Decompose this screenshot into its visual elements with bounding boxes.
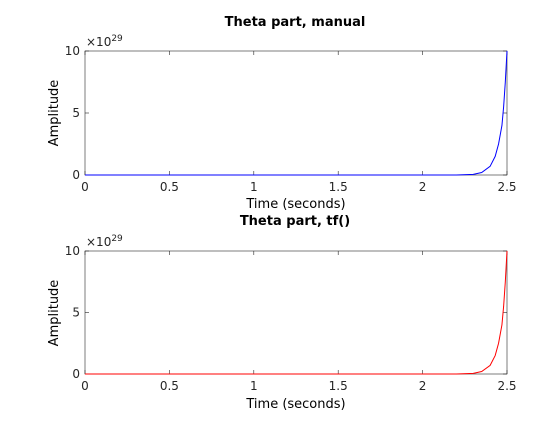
x-axis-label: Time (seconds) xyxy=(245,397,345,412)
y-tick-label: 5 xyxy=(72,306,80,320)
x-axis-label: Time (seconds) xyxy=(245,197,345,212)
x-tick-label: 0.5 xyxy=(160,379,179,393)
x-tick-label: 0 xyxy=(81,379,89,393)
exponent-base: ×10 xyxy=(86,235,111,249)
y-tick-label: 0 xyxy=(72,168,80,182)
y-axis-label: Amplitude xyxy=(47,80,62,147)
x-tick-label: 1.5 xyxy=(329,180,348,194)
y-ticks: 0 5 10 xyxy=(65,44,507,182)
series-line xyxy=(85,250,508,375)
x-ticks: 0 0.5 1 1.5 2 2.5 xyxy=(81,51,517,194)
subplot-title: Theta part, manual xyxy=(225,15,366,30)
y-tick-label: 5 xyxy=(72,106,80,120)
series-group xyxy=(85,50,508,176)
x-tick-label: 2.5 xyxy=(497,379,516,393)
exponent-label: ×1029 xyxy=(86,234,123,249)
x-ticks: 0 0.5 1 1.5 2 2.5 xyxy=(81,251,517,393)
x-tick-label: 0.5 xyxy=(160,180,179,194)
axes-box xyxy=(84,50,508,176)
x-tick-label: 2 xyxy=(419,379,427,393)
x-tick-label: 0 xyxy=(81,180,89,194)
y-tick-label: 10 xyxy=(65,244,80,258)
exponent-power: 29 xyxy=(111,34,123,44)
y-tick-label: 0 xyxy=(72,367,80,381)
x-tick-label: 1 xyxy=(250,180,258,194)
x-tick-label: 1 xyxy=(250,379,258,393)
subplot-title: Theta part, tf() xyxy=(240,214,350,229)
exponent-base: ×10 xyxy=(86,35,111,49)
axes-box xyxy=(84,250,508,375)
x-tick-label: 2 xyxy=(419,180,427,194)
series-group xyxy=(85,250,508,375)
exponent-power: 29 xyxy=(111,234,123,244)
x-tick-label: 2.5 xyxy=(497,180,516,194)
exponent-label: ×1029 xyxy=(86,34,123,49)
y-tick-label: 10 xyxy=(65,44,80,58)
y-axis-label: Amplitude xyxy=(47,280,62,347)
subplot-theta-tf: Theta part, tf() ×1029 0 0.5 1 1.5 2 2.5 0 5 10… xyxy=(47,214,517,412)
subplot-theta-manual: Theta part, manual ×1029 0 0.5 1 1.5 2 2.5 0 5… xyxy=(47,15,517,212)
x-tick-label: 1.5 xyxy=(329,379,348,393)
series-line xyxy=(85,50,508,176)
